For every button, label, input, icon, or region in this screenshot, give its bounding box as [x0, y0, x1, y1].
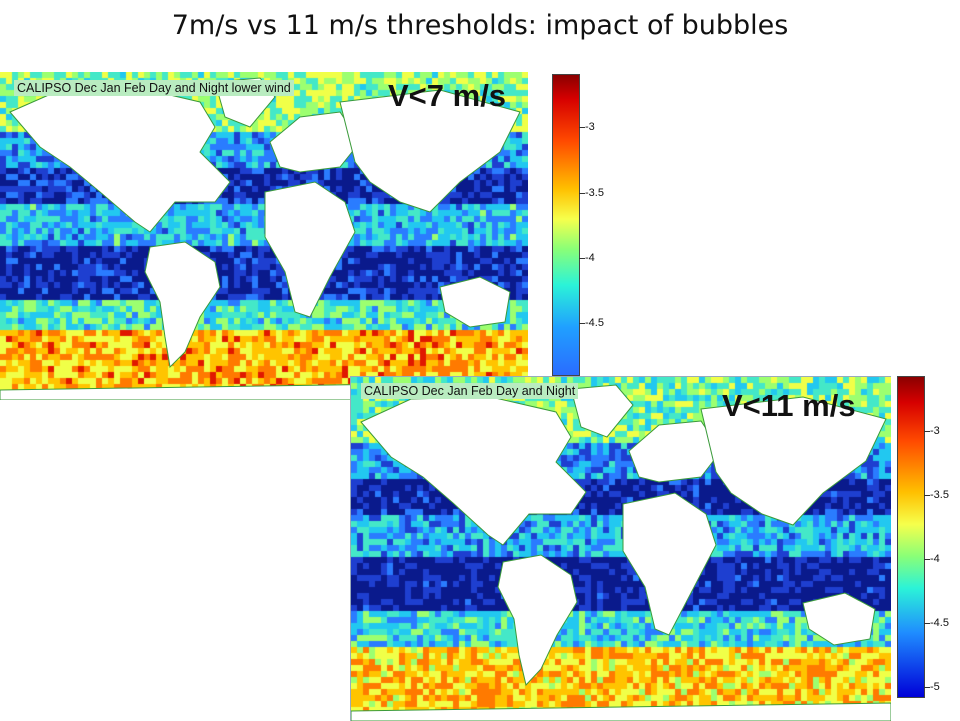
colorbar-all-wind: -3 -3.5 -4 -4.5 -5: [897, 376, 949, 698]
colorbar-tick-label: -3: [585, 121, 595, 133]
colorbar-tick-label: -3.5: [585, 187, 604, 199]
europe-landmass: [269, 111, 361, 173]
south-america-landmass: [497, 554, 578, 687]
map-panel-all-wind: CALIPSO Dec Jan Feb Day and Night: [350, 376, 891, 721]
colorbar-tick-label: -4.5: [585, 317, 604, 329]
colorbar-tick: [579, 258, 585, 259]
colorbar-tick: [924, 687, 930, 688]
colorbar-tick: [924, 623, 930, 624]
colorbar-tick-label: -4: [930, 553, 940, 565]
colorbar-tick: [924, 431, 930, 432]
map-panel-low-wind: CALIPSO Dec Jan Feb Day and Night lower …: [0, 72, 528, 400]
antarctica-landmass: [351, 702, 891, 721]
slide-title: 7m/s vs 11 m/s thresholds: impact of bub…: [171, 10, 789, 41]
continents-overlay: [0, 77, 528, 400]
map-caption: CALIPSO Dec Jan Feb Day and Night lower …: [14, 80, 294, 96]
colorbar-low-wind: -3 -3.5 -4 -4.5: [552, 74, 604, 376]
colorbar-tick: [924, 559, 930, 560]
south-america-landmass: [144, 241, 221, 369]
australia-landmass: [802, 592, 876, 646]
wind-threshold-label: V<11 m/s: [722, 388, 856, 423]
continents-overlay: [351, 384, 891, 721]
colorbar-tick-label: -3: [930, 425, 940, 437]
colorbar-tick-label: -4.5: [930, 617, 949, 629]
africa-landmass: [622, 492, 717, 636]
asia-landmass: [339, 89, 521, 213]
greenland-landmass: [570, 384, 634, 438]
asia-landmass: [700, 396, 887, 526]
wind-threshold-label: V<7 m/s: [388, 78, 507, 113]
north-america-landmass: [9, 87, 231, 233]
north-america-landmass: [360, 396, 587, 546]
colorbar-tick-label: -4: [585, 252, 595, 264]
colorbar-tick-label: -5: [930, 681, 940, 693]
colorbar-tick-label: -3.5: [930, 489, 949, 501]
africa-landmass: [264, 181, 356, 318]
colorbar-tick: [579, 323, 585, 324]
europe-landmass: [628, 420, 722, 483]
colorbar-tick: [579, 127, 585, 128]
colorbar-tick: [924, 495, 930, 496]
map-caption: CALIPSO Dec Jan Feb Day and Night: [361, 383, 579, 399]
australia-landmass: [439, 276, 511, 328]
colorbar-tick: [579, 193, 585, 194]
